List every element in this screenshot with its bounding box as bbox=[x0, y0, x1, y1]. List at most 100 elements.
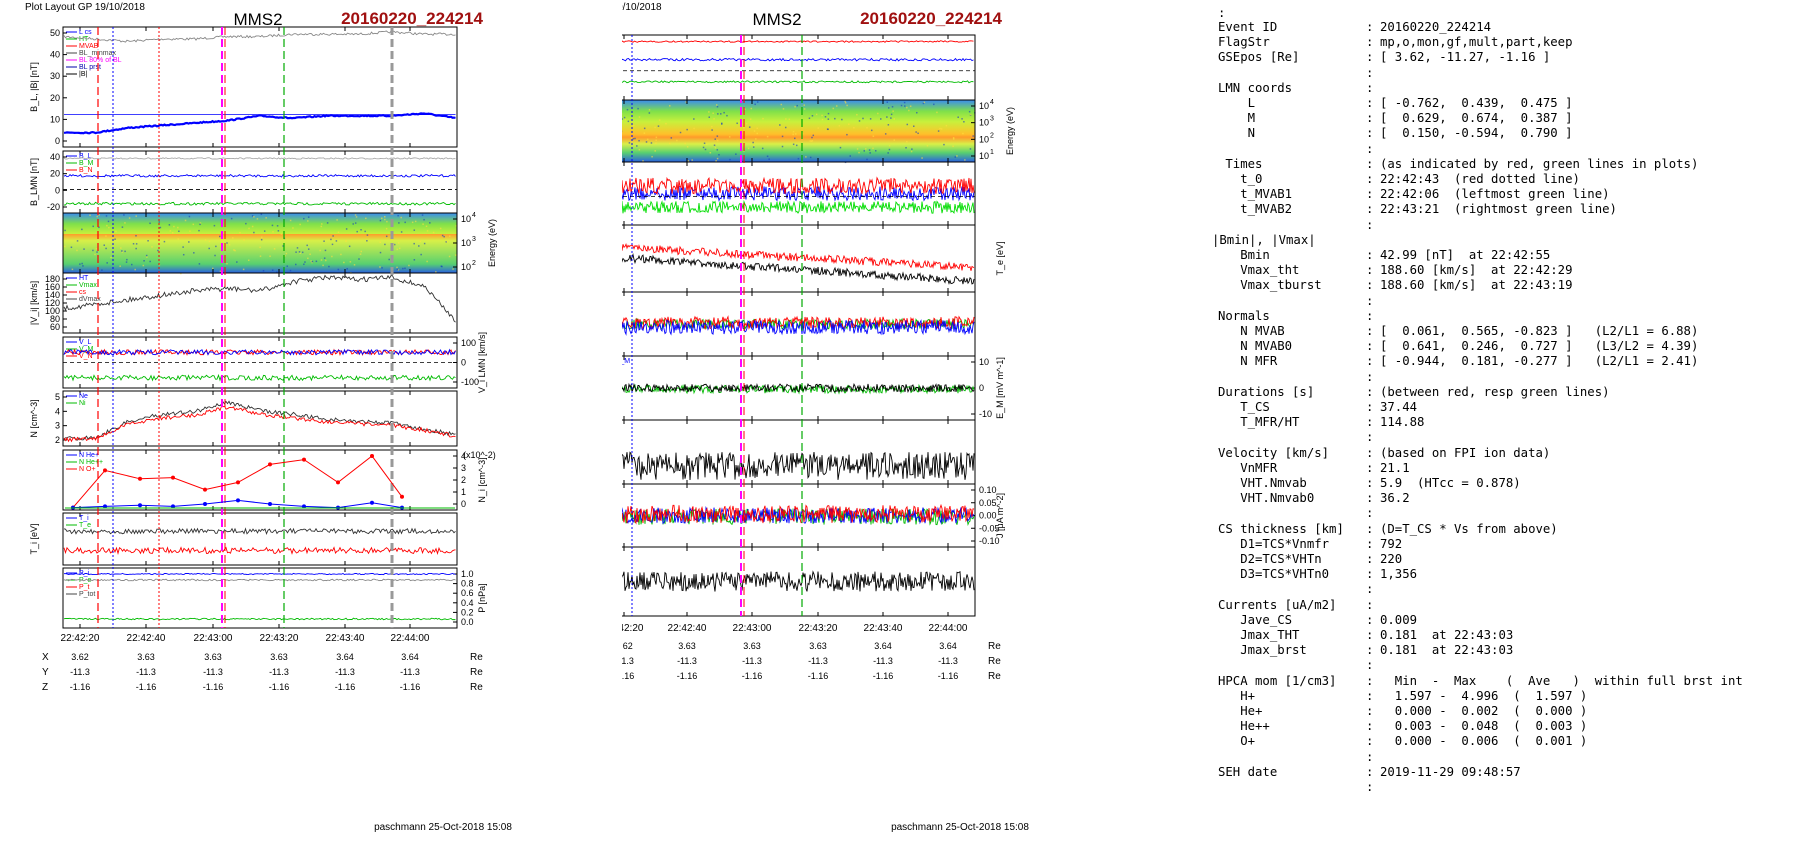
info-row: : bbox=[1218, 294, 1798, 309]
spectrogram-speck bbox=[783, 108, 785, 110]
middle-position-value: 3.64 bbox=[939, 641, 957, 651]
spectrogram-speck bbox=[939, 128, 941, 130]
spectrogram-speck bbox=[328, 266, 330, 268]
info-separator: : bbox=[1366, 461, 1373, 476]
info-value: 21.1 bbox=[1380, 461, 1410, 476]
left-legend-entry: V_L bbox=[79, 339, 92, 346]
info-separator: : bbox=[1366, 218, 1373, 233]
left-trace bbox=[64, 276, 456, 323]
ion-density-point bbox=[400, 495, 404, 499]
spectrogram-speck bbox=[856, 114, 858, 116]
spectrogram-speck bbox=[637, 108, 639, 110]
info-separator: : bbox=[1366, 719, 1373, 734]
spectrogram-speck bbox=[414, 259, 416, 261]
spectrogram-speck bbox=[669, 105, 671, 107]
spectrogram-speck bbox=[124, 251, 126, 253]
info-separator: : bbox=[1366, 263, 1373, 278]
spectrogram-speck bbox=[869, 149, 871, 151]
spectrogram-speck bbox=[415, 221, 417, 223]
spectrogram-speck bbox=[114, 238, 116, 240]
left-legend-entry: cs bbox=[79, 289, 87, 296]
spectrogram-speck bbox=[92, 250, 94, 252]
spectrogram-speck bbox=[332, 244, 334, 246]
info-row: : bbox=[1218, 582, 1798, 597]
info-separator: : bbox=[1366, 385, 1373, 400]
spectrogram-speck bbox=[693, 128, 695, 130]
y-tick-label: 3 bbox=[461, 463, 466, 473]
spectrogram-speck bbox=[388, 259, 390, 261]
y-tick-label: 0.6 bbox=[461, 588, 474, 598]
spectrogram-speck bbox=[169, 224, 171, 226]
spectrogram-speck bbox=[762, 148, 764, 150]
spectrogram-speck bbox=[890, 117, 892, 119]
spectrogram-speck bbox=[798, 158, 800, 160]
spectrogram-speck bbox=[828, 113, 830, 115]
info-value: (as indicated by red, green lines in plo… bbox=[1380, 157, 1698, 172]
spectrogram-speck bbox=[248, 260, 250, 262]
spectrogram-speck bbox=[178, 231, 180, 233]
left-panel-ylabel: P [nPa] bbox=[477, 583, 487, 612]
spectrogram-speck bbox=[875, 150, 877, 152]
spectrogram-speck bbox=[277, 225, 279, 227]
spectrogram-speck bbox=[263, 270, 265, 272]
spectrogram-speck bbox=[123, 214, 125, 216]
spectrogram-speck bbox=[143, 260, 145, 262]
spectrogram-speck bbox=[120, 247, 122, 249]
spectrogram-speck bbox=[183, 254, 185, 256]
info-row: HPCA mom [1/cm3]: Min - Max ( Ave ) with… bbox=[1218, 674, 1798, 689]
info-row: Jmax_brst:0.181 at 22:43:03 bbox=[1218, 643, 1798, 658]
spectrogram-speck bbox=[892, 110, 894, 112]
info-value: [ -0.762, 0.439, 0.475 ] bbox=[1380, 96, 1573, 111]
spectrogram-speck bbox=[106, 225, 108, 227]
spectrogram-speck bbox=[888, 107, 890, 109]
spectrogram-speck bbox=[243, 269, 245, 271]
spectrogram-speck bbox=[269, 255, 271, 257]
spectrogram-speck bbox=[426, 226, 428, 228]
spectrogram-speck bbox=[894, 118, 896, 120]
info-separator: : bbox=[1366, 689, 1373, 704]
spectrogram-speck bbox=[309, 254, 311, 256]
info-key: t_MVAB1 bbox=[1218, 187, 1292, 202]
info-separator: : bbox=[1366, 81, 1373, 96]
middle-trace bbox=[622, 201, 974, 213]
spectrogram-speck bbox=[364, 231, 366, 233]
spectrogram-speck bbox=[743, 127, 745, 129]
spectrogram-speck bbox=[841, 119, 843, 121]
spectrogram-speck bbox=[110, 257, 112, 259]
spectrogram-speck bbox=[713, 118, 715, 120]
middle-time-tick-label: 22:44:00 bbox=[929, 623, 968, 634]
spectrogram-speck bbox=[172, 232, 174, 234]
left-time-tick-label: 22:42:20 bbox=[61, 633, 100, 644]
spectrogram-speck bbox=[259, 247, 261, 249]
spectrogram-speck bbox=[272, 225, 274, 227]
info-value: [ 0.641, 0.246, 0.727 ] (L3/L2 = 4.39) bbox=[1380, 339, 1698, 354]
spectrogram-speck bbox=[857, 148, 859, 150]
info-separator: : bbox=[1366, 278, 1373, 293]
spectrogram-speck bbox=[198, 230, 200, 232]
info-separator: : bbox=[1366, 35, 1373, 50]
spectrogram-speck bbox=[229, 244, 231, 246]
info-value: 22:43:21 (rightmost green line) bbox=[1380, 202, 1617, 217]
info-value: 42.99 [nT] at 22:42:55 bbox=[1380, 248, 1550, 263]
spectrogram-speck bbox=[748, 148, 750, 150]
y-tick-label: 5 bbox=[55, 392, 60, 402]
spectrogram-speck bbox=[850, 155, 852, 157]
info-row: Event ID:20160220_224214 bbox=[1218, 20, 1798, 35]
spectrogram-speck bbox=[412, 222, 414, 224]
spectrogram-speck bbox=[785, 127, 787, 129]
spectrogram-speck bbox=[720, 113, 722, 115]
ion-density-point bbox=[268, 462, 272, 466]
spectrogram-speck bbox=[380, 242, 382, 244]
spectrogram-speck bbox=[332, 235, 334, 237]
spectrogram-speck bbox=[655, 142, 657, 144]
ion-density-point bbox=[236, 498, 240, 502]
spectrogram-speck bbox=[367, 234, 369, 236]
info-row: Normals: bbox=[1218, 309, 1798, 324]
spectrogram-speck bbox=[232, 237, 234, 239]
y-tick-label: 30 bbox=[50, 71, 60, 81]
y-tick-label: 4 bbox=[55, 406, 60, 416]
spectrogram-speck bbox=[651, 156, 653, 158]
spectrogram-speck bbox=[768, 158, 770, 160]
spectrogram-speck bbox=[343, 262, 345, 264]
